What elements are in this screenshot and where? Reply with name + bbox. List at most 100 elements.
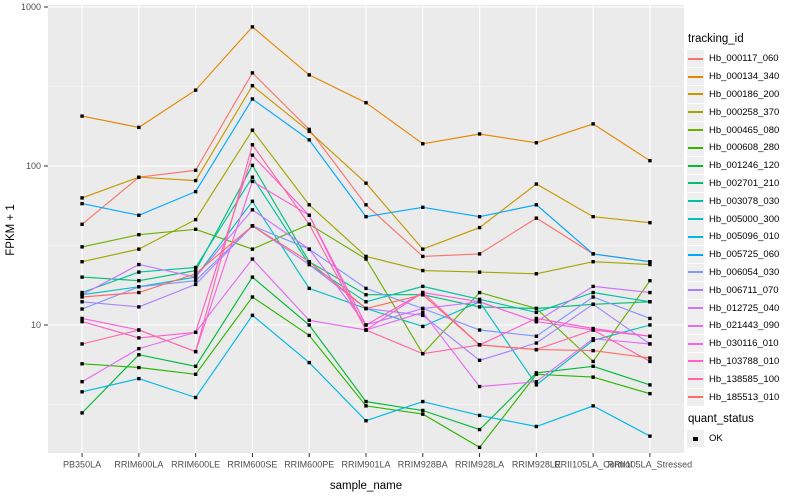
legend-key-box xyxy=(687,246,704,264)
legend-key-line-icon xyxy=(688,182,703,185)
data-point xyxy=(307,203,311,207)
x-tick-label: RRIM600LE xyxy=(171,460,220,470)
data-point xyxy=(648,316,652,321)
data-point xyxy=(421,412,425,416)
data-point xyxy=(307,129,311,134)
legend-item: Hb_001246_120 xyxy=(687,157,799,175)
data-point xyxy=(648,359,652,364)
data-point xyxy=(137,213,141,217)
legend-item-label: Hb_005725_060 xyxy=(709,249,780,261)
legend-key-box xyxy=(687,85,704,103)
legend-item: Hb_138585_100 xyxy=(687,370,799,388)
legend: tracking_id Hb_000117_060 Hb_000134_340 Hb… xyxy=(687,33,799,448)
data-point xyxy=(80,201,84,206)
x-axis-title: sample_name xyxy=(329,480,403,492)
data-point xyxy=(80,245,84,249)
legend-items: Hb_000117_060 Hb_000134_340 Hb_000186_200 H… xyxy=(687,50,799,406)
data-point xyxy=(421,247,425,251)
data-point xyxy=(137,175,141,179)
x-tick-label: RRIM600SE xyxy=(227,460,277,470)
legend-item-label: Hb_000608_280 xyxy=(709,142,780,154)
legend-item-label: Hb_006054_030 xyxy=(709,266,780,278)
legend-item: Hb_005725_060 xyxy=(687,246,799,264)
x-tick-label: RRIM901LA xyxy=(341,460,390,470)
legend-key-line-icon xyxy=(688,235,703,238)
legend-item: Hb_000608_280 xyxy=(687,139,799,157)
data-point xyxy=(307,286,311,291)
data-point xyxy=(477,305,482,309)
data-point xyxy=(648,220,652,225)
data-point xyxy=(307,260,311,264)
data-point xyxy=(193,272,198,276)
data-point xyxy=(80,114,84,118)
data-point xyxy=(534,319,539,324)
data-point xyxy=(364,214,368,219)
legend-item-ok: OK xyxy=(687,430,799,448)
data-point xyxy=(477,132,482,136)
x-tick-label: RRII105LA_Control xyxy=(554,460,632,470)
legend-key-line-icon xyxy=(688,360,703,363)
black-square-marker-icon xyxy=(693,436,698,442)
data-point xyxy=(648,323,652,327)
data-point xyxy=(477,343,482,347)
quant-status-legend: quant_status OK xyxy=(687,413,799,448)
legend-key-line-icon xyxy=(688,93,703,96)
legend-title-quant-status: quant_status xyxy=(688,412,754,425)
data-point xyxy=(477,445,482,450)
data-point xyxy=(80,307,84,311)
data-point xyxy=(307,323,311,327)
legend-item: Hb_000258_370 xyxy=(687,103,799,121)
data-point xyxy=(364,306,368,311)
y-axis-title: FPKM + 1 xyxy=(5,204,17,256)
data-point xyxy=(648,158,652,163)
data-point xyxy=(477,214,482,219)
data-point xyxy=(80,196,84,200)
legend-key-line-icon xyxy=(688,146,703,149)
legend-key-line-icon xyxy=(688,218,703,221)
data-point xyxy=(137,365,141,370)
data-point xyxy=(477,384,482,389)
data-point xyxy=(250,128,255,132)
x-tick-label: RRIM928LA xyxy=(455,460,504,470)
data-point xyxy=(591,404,595,408)
legend-item: Hb_005096_010 xyxy=(687,228,799,246)
legend-item: Hb_103788_010 xyxy=(687,352,799,371)
data-point xyxy=(193,395,198,400)
data-point xyxy=(534,371,539,375)
legend-item: Hb_006054_030 xyxy=(687,263,799,282)
legend-item-label: Hb_003078_030 xyxy=(709,195,780,207)
legend-item: Hb_002701_210 xyxy=(687,174,799,193)
data-point xyxy=(477,413,482,418)
data-point xyxy=(80,295,84,299)
data-point xyxy=(421,351,425,356)
data-point xyxy=(250,199,255,203)
data-point xyxy=(193,330,198,334)
data-point xyxy=(80,411,84,415)
data-point xyxy=(477,297,482,302)
data-point xyxy=(364,203,368,207)
data-point xyxy=(421,142,425,146)
data-point xyxy=(193,227,198,231)
data-point xyxy=(534,341,539,345)
data-point xyxy=(137,353,141,357)
data-point xyxy=(307,213,311,217)
data-point xyxy=(193,189,198,194)
data-point xyxy=(250,163,255,168)
data-point xyxy=(307,262,311,267)
legend-key-box xyxy=(687,228,704,246)
data-point xyxy=(250,25,255,29)
legend-key-line-icon xyxy=(688,307,703,310)
data-point xyxy=(364,300,368,304)
data-point xyxy=(364,404,368,408)
data-point xyxy=(477,270,482,274)
data-point xyxy=(534,347,539,352)
data-point xyxy=(591,122,595,126)
data-point xyxy=(477,427,482,432)
legend-item-label: Hb_012725_040 xyxy=(709,302,780,314)
data-point xyxy=(80,390,84,394)
data-point xyxy=(193,364,198,368)
x-tick-label: PB350LA xyxy=(63,460,101,470)
data-point xyxy=(193,265,198,270)
y-tick-label: 100 xyxy=(26,161,41,171)
